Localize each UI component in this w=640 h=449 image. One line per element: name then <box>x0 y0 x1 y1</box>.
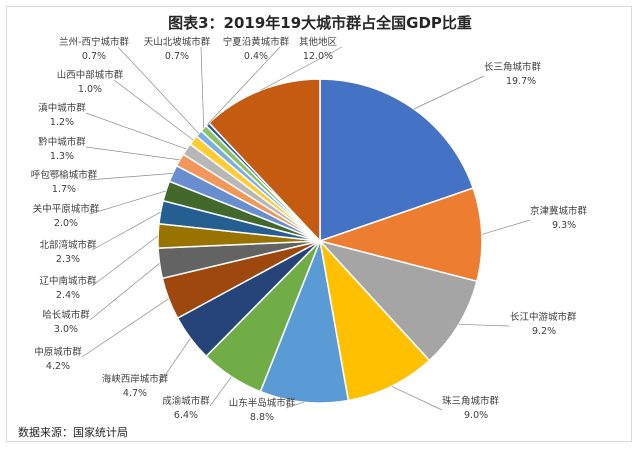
slice-name-label: 滇中城市群 <box>38 102 86 114</box>
slice-name-label: 山西中部城市群 <box>57 69 124 81</box>
slice-name-label: 天山北坡城市群 <box>144 36 211 48</box>
leader-line <box>91 235 159 287</box>
slice-name-label: 长三角城市群 <box>484 61 542 73</box>
slice-name-label: 长江中游城市群 <box>510 311 577 323</box>
leader-line <box>207 46 281 125</box>
slice-value-label: 2.3% <box>56 254 80 265</box>
slice-value-label: 1.7% <box>52 184 76 195</box>
leader-line <box>113 79 194 141</box>
slice-value-label: 9.0% <box>464 410 488 421</box>
leader-line <box>200 46 205 129</box>
pie-slice <box>318 238 431 402</box>
slice-name-label: 山东半岛城市群 <box>229 397 296 409</box>
slice-value-label: 2.0% <box>54 218 78 229</box>
slice-name-label: 其他地区 <box>299 36 338 48</box>
leader-line <box>458 323 511 327</box>
slice-value-label: 4.7% <box>123 388 147 399</box>
slice-value-label: 12.0% <box>303 51 333 62</box>
slice-value-label: 8.8% <box>250 412 274 423</box>
pie-slice <box>317 239 478 362</box>
leader-line <box>91 211 161 251</box>
slice-name-label: 珠三角城市群 <box>442 395 500 407</box>
slice-name-label: 北部湾城市群 <box>39 239 97 251</box>
pie-slice <box>317 187 483 283</box>
chart-title: 图表3：2019年19大城市群占全国GDP比重 <box>168 14 472 32</box>
slice-name-label: 哈长城市群 <box>42 309 90 321</box>
slice-name-label: 呼包鄂榆城市群 <box>31 169 98 181</box>
slice-value-label: 0.7% <box>82 51 106 62</box>
slice-name-label: 黔中城市群 <box>38 136 86 148</box>
slice-name-label: 成渝城市群 <box>162 395 210 407</box>
slice-value-label: 0.7% <box>165 51 189 62</box>
leader-line <box>89 190 167 215</box>
pie-slice <box>259 238 350 404</box>
leader-line <box>209 376 232 407</box>
leader-line <box>260 46 343 91</box>
leader-line <box>117 46 200 134</box>
leader-line <box>481 219 531 235</box>
slice-name-label: 辽中南城市群 <box>39 275 97 287</box>
slice-value-label: 19.7% <box>506 76 536 87</box>
leader-line <box>89 263 160 321</box>
slice-value-label: 1.2% <box>50 117 74 128</box>
slice-name-label: 海峡西岸城市群 <box>102 373 169 385</box>
pie-slice <box>208 78 321 243</box>
slice-value-label: 2.4% <box>56 290 80 301</box>
slice-value-label: 4.2% <box>46 361 70 372</box>
leader-line <box>391 385 443 411</box>
slice-value-label: 9.2% <box>532 326 556 337</box>
leader-line <box>85 146 180 161</box>
slice-name-label: 宁夏沿黄城市群 <box>223 36 290 48</box>
slice-value-label: 9.3% <box>552 220 576 231</box>
slice-value-label: 6.4% <box>174 410 198 421</box>
leader-line <box>85 112 187 150</box>
slice-value-label: 0.4% <box>244 51 268 62</box>
slice-name-label: 中原城市群 <box>34 346 82 358</box>
leader-line <box>285 401 304 409</box>
slice-name-label: 兰州-西宁城市群 <box>59 36 129 48</box>
leader-line <box>413 75 485 110</box>
slice-value-label: 1.3% <box>50 151 74 162</box>
leader-line <box>158 338 191 385</box>
slice-value-label: 1.0% <box>78 84 102 95</box>
slice-value-label: 3.0% <box>54 324 78 335</box>
leader-line <box>87 173 173 181</box>
slice-name-label: 京津冀城市群 <box>530 205 588 217</box>
leader-line <box>81 298 169 358</box>
slice-name-label: 关中平原城市群 <box>33 203 100 215</box>
data-source: 数据来源：国家统计局 <box>18 426 128 439</box>
